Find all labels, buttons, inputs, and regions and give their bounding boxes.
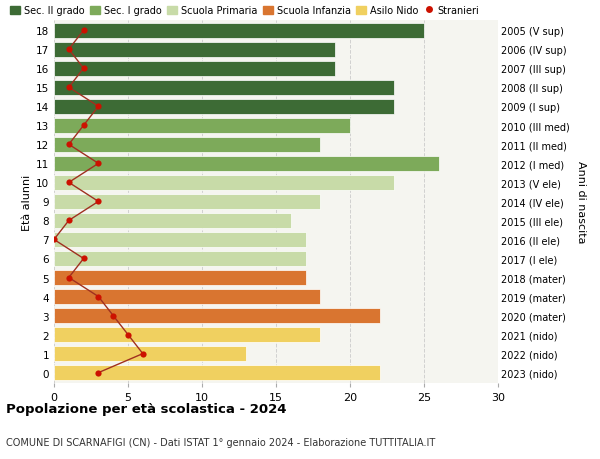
Point: [94, 369, 103, 376]
Bar: [54, 346, 247, 361]
Point: [64, 141, 74, 149]
Bar: [54, 137, 320, 152]
Point: [79, 255, 88, 263]
Point: [64, 84, 74, 92]
Point: [79, 28, 88, 35]
Point: [64, 217, 74, 224]
Point: [64, 179, 74, 187]
Bar: [54, 118, 350, 134]
Bar: [54, 23, 424, 39]
Bar: [54, 365, 380, 381]
Point: [64, 274, 74, 281]
Point: [49, 236, 59, 244]
Y-axis label: Anni di nascita: Anni di nascita: [576, 161, 586, 243]
Point: [94, 198, 103, 206]
Point: [64, 46, 74, 54]
Point: [138, 350, 148, 358]
Bar: [54, 232, 305, 247]
Text: Popolazione per età scolastica - 2024: Popolazione per età scolastica - 2024: [6, 403, 287, 415]
Y-axis label: Età alunni: Età alunni: [22, 174, 32, 230]
Point: [123, 331, 133, 339]
Legend: Sec. II grado, Sec. I grado, Scuola Primaria, Scuola Infanzia, Asilo Nido, Stran: Sec. II grado, Sec. I grado, Scuola Prim…: [6, 2, 484, 20]
Bar: [54, 100, 394, 115]
Text: COMUNE DI SCARNAFIGI (CN) - Dati ISTAT 1° gennaio 2024 - Elaborazione TUTTITALIA: COMUNE DI SCARNAFIGI (CN) - Dati ISTAT 1…: [6, 437, 435, 448]
Bar: [54, 43, 335, 58]
Bar: [54, 289, 320, 304]
Bar: [54, 175, 394, 190]
Bar: [54, 270, 305, 285]
Point: [94, 160, 103, 168]
Bar: [54, 213, 291, 229]
Bar: [54, 252, 305, 267]
Point: [109, 312, 118, 319]
Bar: [54, 62, 335, 77]
Point: [94, 293, 103, 301]
Bar: [54, 157, 439, 172]
Bar: [54, 80, 394, 95]
Point: [79, 65, 88, 73]
Bar: [54, 308, 380, 324]
Point: [94, 103, 103, 111]
Bar: [54, 327, 320, 342]
Point: [79, 123, 88, 130]
Bar: [54, 194, 320, 210]
